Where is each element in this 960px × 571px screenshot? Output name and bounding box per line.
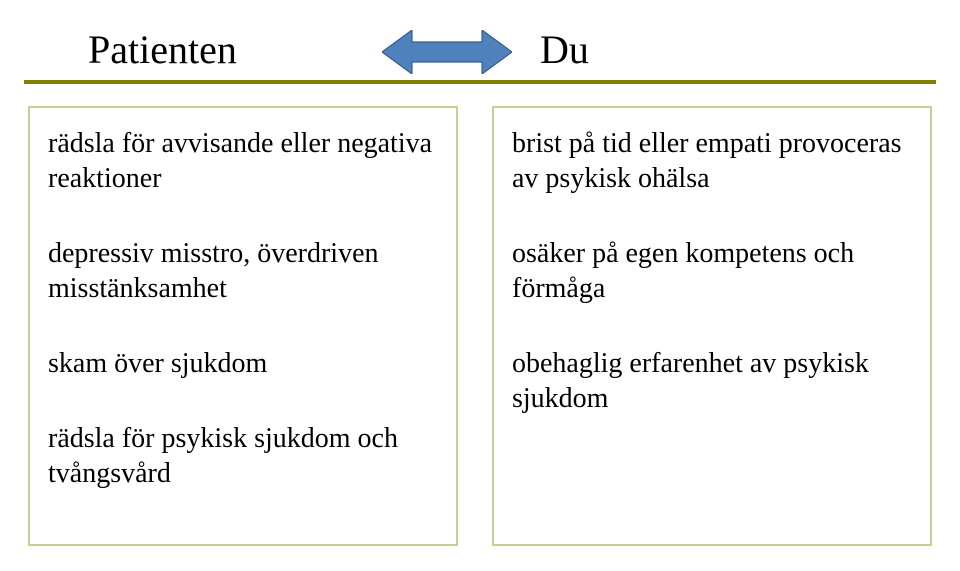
patient-point-2: depressiv misstro, överdriven misstänksa… <box>48 236 438 306</box>
patient-point-3: skam över sjukdom <box>48 346 438 381</box>
you-point-1: brist på tid eller empati provoceras av … <box>512 126 912 196</box>
title-left: Patienten <box>88 26 237 73</box>
patient-point-4: rädsla för psykisk sjukdom och tvångsvår… <box>48 421 438 491</box>
title-underline <box>24 80 936 84</box>
title-right: Du <box>540 26 589 73</box>
box-you: brist på tid eller empati provoceras av … <box>492 106 932 546</box>
patient-point-1: rädsla för avvisande eller negativa reak… <box>48 126 438 196</box>
box-patient: rädsla för avvisande eller negativa reak… <box>28 106 458 546</box>
you-point-2: osäker på egen kompetens och förmåga <box>512 236 912 306</box>
title-row: Patienten Du <box>0 24 960 80</box>
double-arrow-icon <box>382 30 512 74</box>
you-point-3: obehaglig erfarenhet av psykisk sjukdom <box>512 346 912 416</box>
